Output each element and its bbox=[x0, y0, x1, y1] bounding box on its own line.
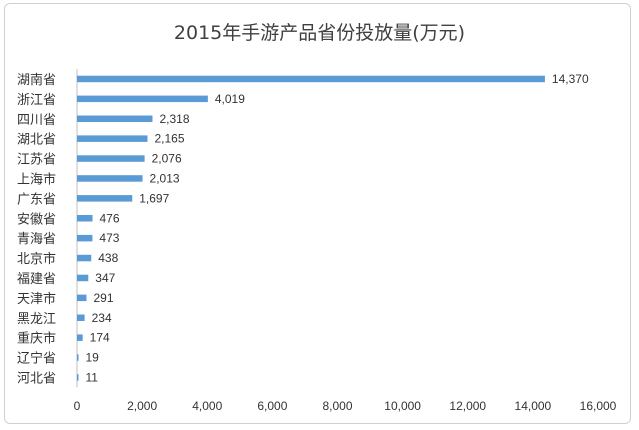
chart-title: 2015年手游产品省份投放量(万元) bbox=[173, 22, 466, 44]
data-label: 2,076 bbox=[152, 152, 182, 166]
x-tick-label: 0 bbox=[74, 399, 81, 413]
bar bbox=[77, 314, 85, 321]
category-label: 重庆市 bbox=[17, 331, 56, 347]
x-tick-label: 16,000 bbox=[580, 399, 617, 413]
category-label: 天津市 bbox=[17, 291, 56, 307]
data-label: 347 bbox=[95, 271, 115, 285]
category-label: 北京市 bbox=[17, 251, 56, 267]
category-label: 辽宁省 bbox=[17, 351, 56, 367]
bar bbox=[77, 294, 87, 302]
data-label: 2,318 bbox=[159, 112, 189, 126]
x-tick-label: 12,000 bbox=[449, 399, 486, 413]
x-tick-label: 6,000 bbox=[257, 399, 287, 413]
data-label: 14,370 bbox=[552, 72, 589, 86]
data-label: 2,013 bbox=[150, 171, 180, 185]
category-label: 上海市 bbox=[17, 171, 56, 187]
bar bbox=[77, 374, 79, 381]
data-label: 234 bbox=[92, 311, 112, 325]
chart-frame bbox=[4, 3, 631, 424]
category-label: 四川省 bbox=[17, 113, 56, 128]
x-tick-label: 10,000 bbox=[384, 399, 421, 413]
bar bbox=[77, 354, 79, 361]
category-label: 浙江省 bbox=[17, 93, 56, 108]
category-label: 江苏省 bbox=[17, 152, 56, 168]
category-label: 广东省 bbox=[17, 192, 56, 207]
x-tick-label: 8,000 bbox=[322, 399, 352, 413]
data-label: 291 bbox=[93, 291, 113, 305]
bar bbox=[77, 274, 89, 282]
category-label: 湖北省 bbox=[17, 133, 56, 148]
bar bbox=[77, 95, 208, 103]
data-label: 438 bbox=[98, 251, 118, 265]
bar bbox=[77, 334, 83, 341]
data-label: 2,165 bbox=[154, 132, 184, 146]
data-label: 476 bbox=[99, 211, 119, 225]
category-label: 湖南省 bbox=[17, 72, 56, 88]
x-tick-label: 14,000 bbox=[515, 399, 552, 413]
x-tick-label: 4,000 bbox=[192, 399, 222, 413]
bar bbox=[77, 135, 148, 142]
bar bbox=[77, 254, 92, 262]
data-label: 4,019 bbox=[215, 92, 245, 106]
category-label: 青海省 bbox=[17, 232, 56, 247]
bar bbox=[77, 155, 145, 162]
bar bbox=[77, 75, 545, 83]
bar bbox=[77, 115, 153, 122]
data-label: 19 bbox=[86, 351, 100, 365]
data-label: 174 bbox=[90, 331, 110, 345]
bar bbox=[77, 175, 143, 182]
data-label: 473 bbox=[99, 231, 119, 245]
category-label: 黑龙江 bbox=[17, 312, 56, 327]
category-label: 河北省 bbox=[17, 371, 56, 386]
data-label: 11 bbox=[86, 370, 99, 384]
bar bbox=[77, 234, 93, 242]
x-tick-label: 2,000 bbox=[127, 399, 157, 413]
category-label: 安徽省 bbox=[17, 212, 56, 227]
bar bbox=[77, 195, 133, 202]
category-label: 福建省 bbox=[17, 272, 56, 287]
bar bbox=[77, 215, 93, 222]
data-label: 1,697 bbox=[139, 191, 169, 205]
